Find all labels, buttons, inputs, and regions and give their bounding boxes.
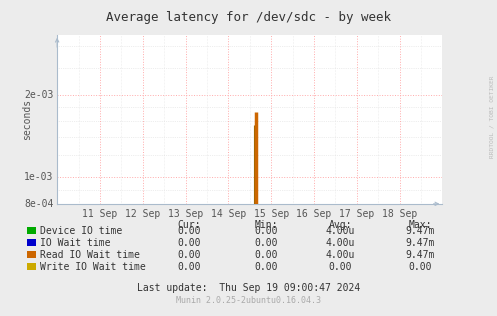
Text: Write IO Wait time: Write IO Wait time — [40, 262, 146, 272]
Text: 0.00: 0.00 — [254, 226, 278, 236]
Text: 4.00u: 4.00u — [326, 238, 355, 248]
Text: 0.00: 0.00 — [177, 250, 201, 260]
Text: Average latency for /dev/sdc - by week: Average latency for /dev/sdc - by week — [106, 11, 391, 24]
Text: Device IO time: Device IO time — [40, 226, 122, 236]
Text: 0.00: 0.00 — [254, 238, 278, 248]
Text: 2e-03: 2e-03 — [24, 89, 53, 100]
Text: 0.00: 0.00 — [177, 226, 201, 236]
Y-axis label: seconds: seconds — [22, 99, 32, 140]
Text: 4.00u: 4.00u — [326, 250, 355, 260]
Text: 9.47m: 9.47m — [405, 238, 435, 248]
Text: Cur:: Cur: — [177, 220, 201, 230]
Text: Min:: Min: — [254, 220, 278, 230]
Text: Read IO Wait time: Read IO Wait time — [40, 250, 140, 260]
Text: 0.00: 0.00 — [177, 262, 201, 272]
Text: Last update:  Thu Sep 19 09:00:47 2024: Last update: Thu Sep 19 09:00:47 2024 — [137, 283, 360, 294]
Text: 0.00: 0.00 — [408, 262, 432, 272]
Text: 0.00: 0.00 — [177, 238, 201, 248]
Text: Avg:: Avg: — [329, 220, 352, 230]
Text: 1e-03: 1e-03 — [24, 172, 53, 182]
Text: 4.00u: 4.00u — [326, 226, 355, 236]
Text: RRDTOOL / TOBI OETIKER: RRDTOOL / TOBI OETIKER — [490, 76, 495, 158]
Text: Max:: Max: — [408, 220, 432, 230]
Text: 0.00: 0.00 — [329, 262, 352, 272]
Text: 0.00: 0.00 — [254, 250, 278, 260]
Text: IO Wait time: IO Wait time — [40, 238, 110, 248]
Text: 9.47m: 9.47m — [405, 226, 435, 236]
Text: 8e-04: 8e-04 — [24, 199, 53, 209]
Text: Munin 2.0.25-2ubuntu0.16.04.3: Munin 2.0.25-2ubuntu0.16.04.3 — [176, 296, 321, 305]
Text: 9.47m: 9.47m — [405, 250, 435, 260]
Text: 0.00: 0.00 — [254, 262, 278, 272]
